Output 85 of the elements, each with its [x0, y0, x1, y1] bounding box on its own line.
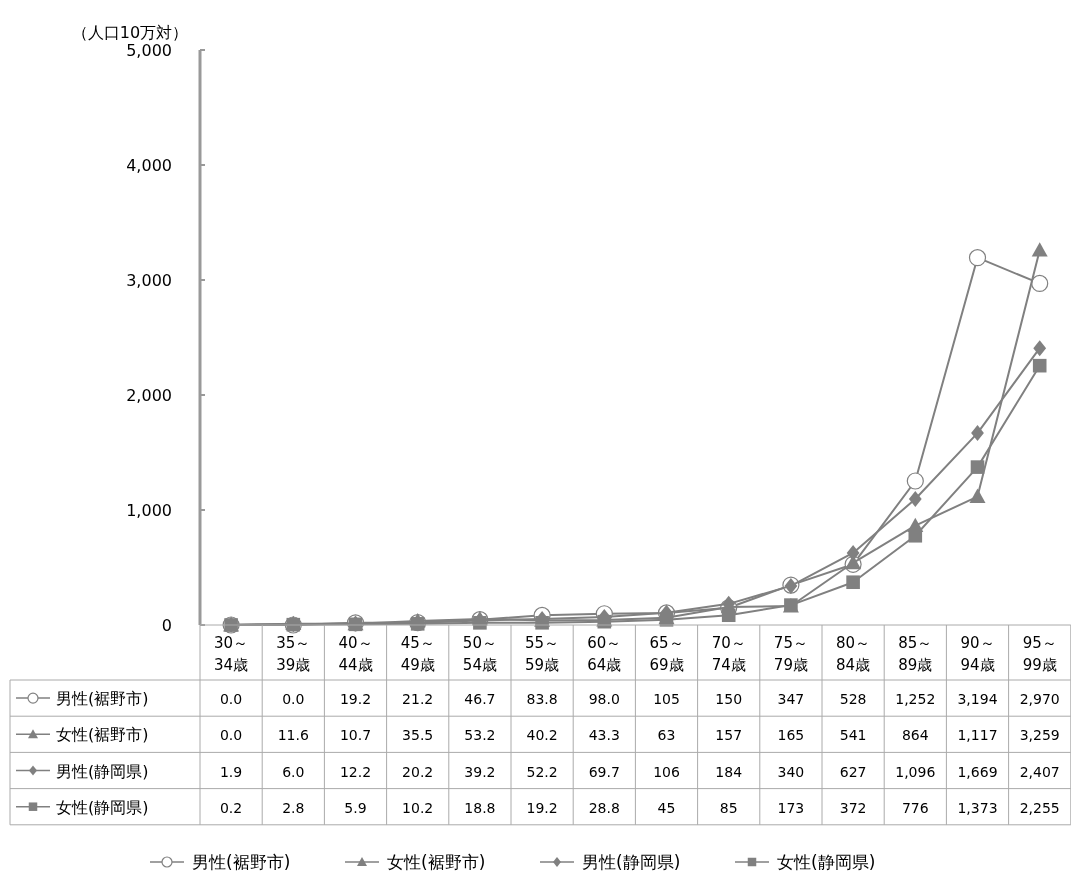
y-tick-label: 2,000 — [126, 386, 172, 405]
legend-label: 女性(裾野市) — [56, 725, 149, 745]
data-label: 6.0 — [282, 763, 305, 780]
data-label: 150 — [715, 691, 743, 708]
data-label: 1,252 — [895, 691, 936, 708]
data-label: 372 — [839, 799, 867, 816]
x-tick-label: 95～99歳 — [1022, 634, 1057, 674]
x-tick-label: 45～49歳 — [400, 634, 435, 674]
data-label: 3,194 — [957, 691, 998, 708]
data-label: 627 — [839, 763, 867, 780]
data-label: 0.2 — [219, 799, 243, 816]
x-tick-label: 70～74歳 — [711, 634, 746, 674]
data-label: 43.3 — [588, 727, 620, 744]
y-tick-label: 3,000 — [126, 271, 172, 290]
data-label: 63 — [657, 727, 676, 744]
x-tick-label: 60～64歳 — [587, 634, 622, 674]
data-label: 10.7 — [339, 727, 372, 744]
data-label: 19.2 — [526, 799, 558, 816]
data-label: 864 — [901, 727, 929, 744]
x-tick-label: 50～54歳 — [462, 634, 497, 674]
text: 男性(裾野市) — [192, 852, 291, 872]
y-tick-label: 5,000 — [126, 41, 172, 60]
data-label: 1.9 — [219, 763, 243, 780]
data-label: 0.0 — [282, 691, 305, 708]
data-label: 19.2 — [339, 691, 372, 708]
x-tick-label: 40～44歳 — [338, 634, 373, 674]
data-label: 2,970 — [1019, 691, 1060, 708]
data-label: 2,407 — [1019, 763, 1060, 780]
data-label: 69.7 — [588, 763, 620, 780]
x-tick-label: 85～89歳 — [898, 634, 933, 674]
x-tick-label: 80～84歳 — [836, 634, 871, 674]
data-label: 28.8 — [588, 799, 620, 816]
data-label: 1,117 — [957, 727, 998, 744]
data-label: 35.5 — [402, 727, 434, 744]
data-label: 347 — [777, 691, 805, 708]
data-label: 1,669 — [957, 763, 998, 780]
data-label: 10.2 — [402, 799, 434, 816]
data-label: 45 — [657, 799, 676, 816]
data-label: 83.8 — [526, 691, 558, 708]
data-label: 1,096 — [895, 763, 936, 780]
data-label: 53.2 — [464, 727, 496, 744]
data-label: 528 — [839, 691, 867, 708]
x-tick-label: 65～69歳 — [649, 634, 684, 674]
x-tick-label: 30～34歳 — [214, 634, 249, 674]
legend-label: 女性(静岡県) — [56, 797, 149, 817]
legend-label: 男性(静岡県) — [56, 761, 149, 781]
y-tick-label: 0 — [161, 616, 172, 635]
data-label: 18.8 — [464, 799, 496, 816]
y-axis-title: （人口10万対） — [71, 23, 189, 42]
y-tick-label: 4,000 — [126, 156, 172, 175]
data-label: 12.2 — [339, 763, 372, 780]
data-label: 340 — [777, 763, 805, 780]
data-label: 85 — [719, 799, 738, 816]
data-label: 21.2 — [402, 691, 434, 708]
x-tick-label: 35～39歳 — [276, 634, 311, 674]
data-label: 173 — [777, 799, 805, 816]
x-tick-label: 55～59歳 — [525, 634, 560, 674]
data-label: 98.0 — [588, 691, 620, 708]
data-label: 541 — [839, 727, 867, 744]
data-label: 52.2 — [526, 763, 558, 780]
legend-label: 男性(裾野市) — [56, 689, 149, 709]
data-label: 106 — [653, 763, 680, 780]
data-label: 0.0 — [219, 691, 243, 708]
data-label: 776 — [901, 799, 929, 816]
data-label: 105 — [653, 691, 680, 708]
data-label: 5.9 — [344, 799, 367, 816]
data-label: 0.0 — [219, 727, 243, 744]
data-label: 2,255 — [1019, 799, 1060, 816]
x-tick-label: 90～94歳 — [960, 634, 995, 674]
data-label: 11.6 — [277, 727, 309, 744]
data-label: 165 — [777, 727, 805, 744]
data-label: 3,259 — [1019, 727, 1060, 744]
y-tick-label: 1,000 — [126, 501, 172, 520]
text: 女性(裾野市) — [387, 852, 486, 872]
data-label: 184 — [715, 763, 743, 780]
text: 女性(静岡県) — [777, 852, 876, 872]
text: 男性(静岡県) — [582, 852, 681, 872]
x-tick-label: 75～79歳 — [773, 634, 808, 674]
data-label: 2.8 — [282, 799, 305, 816]
data-label: 40.2 — [526, 727, 558, 744]
data-label: 157 — [715, 727, 743, 744]
data-label: 20.2 — [402, 763, 434, 780]
data-label: 46.7 — [464, 691, 496, 708]
data-label: 1,373 — [957, 799, 998, 816]
data-label: 39.2 — [464, 763, 496, 780]
